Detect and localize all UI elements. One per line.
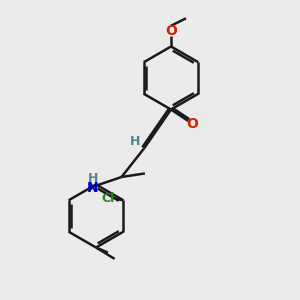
Text: O: O [187,117,199,131]
Text: Cl: Cl [101,192,114,205]
Text: H: H [130,135,140,148]
Text: H: H [88,172,98,185]
Text: N: N [87,181,99,194]
Text: O: O [165,24,177,38]
